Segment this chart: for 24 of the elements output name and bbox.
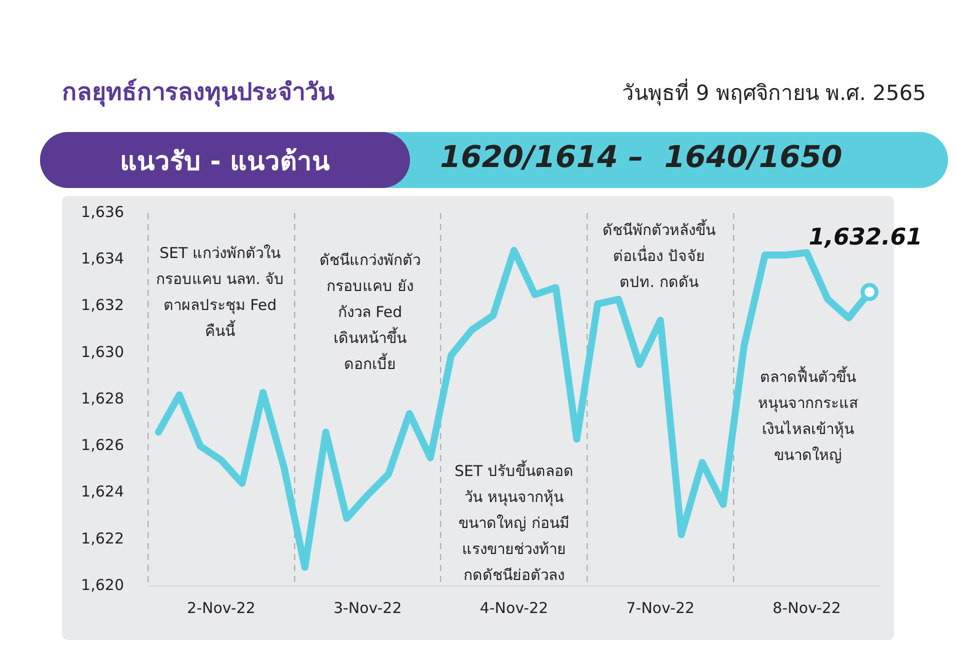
- annotation: ดัชนีพักตัวหลังขึ้น ต่อเนื่อง ปัจจัย ตปท. กดดัน: [602, 218, 716, 293]
- x-tick-label: 2-Nov-22: [187, 598, 256, 617]
- y-tick-label: 1,626: [81, 436, 124, 454]
- y-tick-label: 1,622: [81, 529, 124, 548]
- y-tick-label: 1,628: [81, 389, 124, 408]
- annotation: SET ปรับขึ้นตลอด วัน หนุนจากหุ้น ขนาดใหญ่ ก่อนมี แรงขายช่วงท้าย กดดัชนีย่อตัวลง: [454, 459, 574, 586]
- y-tick-label: 1,630: [81, 342, 124, 361]
- y-tick-label: 1,634: [81, 250, 124, 268]
- annotation: 1,632.61: [808, 224, 922, 250]
- x-tick-label: 8-Nov-22: [772, 598, 841, 617]
- text: แนวรับ - แนวต้าน: [40, 132, 410, 188]
- x-tick-label: 7-Nov-22: [626, 598, 695, 617]
- chart-subtitle: วันพุธที่ 9 พฤศจิกายน พ.ศ. 2565: [622, 78, 926, 108]
- annotation: ดัชนีแกว่งพักตัว กรอบแคบ ยัง กังวล Fed เดินหน้าขึ้น ดอกเบี้ย: [320, 250, 420, 375]
- y-tick-label: 1,632: [81, 296, 124, 314]
- y-tick-label: 1,620: [81, 576, 124, 594]
- annotation: SET แกว่งพักตัวใน กรอบแคบ นลท. จับ ตาผลประชุม Fed คืนนี้: [156, 243, 284, 342]
- text: 1620/1614 – 1640/1650: [440, 140, 842, 175]
- x-tick-label: 3-Nov-22: [333, 598, 402, 617]
- chart-title: กลยุทธ์การลงทุนประจำวัน: [62, 77, 334, 109]
- annotation: ตลาดฟื้นตัวขึ้น หนุนจากกระแส เงินไหลเข้าหุ้น ขนาดใหญ่: [758, 365, 858, 466]
- y-tick-label: 1,624: [81, 482, 124, 501]
- x-tick-label: 4-Nov-22: [480, 598, 548, 617]
- y-tick-label: 1,636: [81, 202, 124, 221]
